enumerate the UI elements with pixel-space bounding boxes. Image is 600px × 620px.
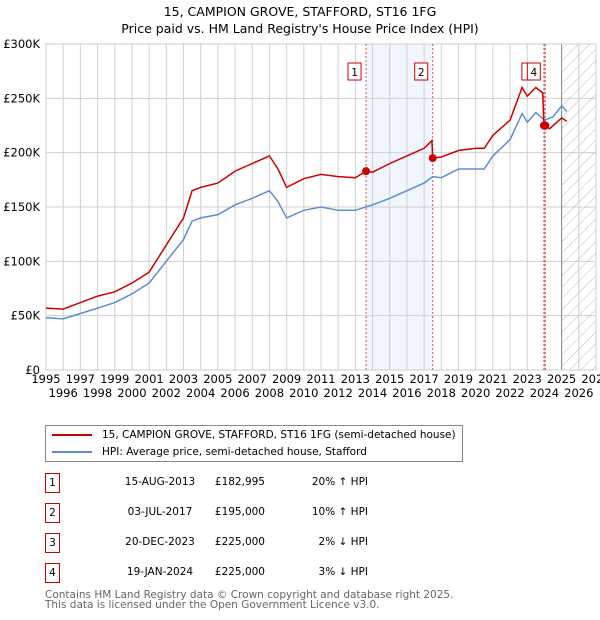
x-tick-label: 2000 xyxy=(117,386,146,400)
sale-date: 19-JAN-2024 xyxy=(126,566,194,578)
legend-item-property: 15, CAMPION GROVE, STAFFORD, ST16 1FG (s… xyxy=(52,427,456,443)
x-tick-label: 1999 xyxy=(100,372,129,386)
plot-area: 1995199619971998199920002001200220032004… xyxy=(3,37,600,400)
sale-row: 3 20-DEC-2023 £225,000 2% ↓ HPI xyxy=(45,533,465,553)
sale-label-text: 1 xyxy=(351,67,358,79)
x-tick-label: 2021 xyxy=(478,372,507,386)
price-paid-line xyxy=(45,85,568,310)
legend-item-hpi: HPI: Average price, semi-detached house,… xyxy=(52,444,367,460)
footer-line-2: This data is licensed under the Open Gov… xyxy=(45,599,380,611)
x-tick-label: 2008 xyxy=(255,386,284,400)
x-tick-label: 2020 xyxy=(461,386,490,400)
sale-point xyxy=(428,154,437,163)
y-tick-label: £300K xyxy=(3,37,40,51)
x-tick-label: 1996 xyxy=(49,386,78,400)
x-tick-label: 2013 xyxy=(341,372,370,386)
sale-price: £195,000 xyxy=(214,506,265,518)
legend-swatch-blue xyxy=(52,451,92,453)
sale-date: 20-DEC-2023 xyxy=(125,536,195,548)
x-tick-label: 2023 xyxy=(513,372,542,386)
y-tick-label: £200K xyxy=(3,146,40,160)
x-tick-label: 2012 xyxy=(324,386,353,400)
sale-number-box: 1 xyxy=(45,473,60,493)
sale-point xyxy=(541,121,550,130)
sale-point xyxy=(362,167,371,176)
sale-number-box: 2 xyxy=(45,503,60,523)
sale-price: £225,000 xyxy=(214,566,265,578)
x-tick-label: 2001 xyxy=(134,372,163,386)
x-tick-label: 2005 xyxy=(203,372,232,386)
sale-hpi-diff: 20% ↑ HPI xyxy=(311,476,368,488)
sale-date: 15-AUG-2013 xyxy=(124,476,196,488)
x-tick-label: 2018 xyxy=(427,386,456,400)
y-tick-label: £150K xyxy=(3,200,40,214)
legend-label-hpi: HPI: Average price, semi-detached house,… xyxy=(102,446,367,458)
x-tick-label: 2002 xyxy=(152,386,181,400)
sale-hpi-diff: 2% ↓ HPI xyxy=(318,536,368,548)
chart-subtitle: Price paid vs. HM Land Registry's House … xyxy=(121,21,479,36)
y-tick-label: £50K xyxy=(11,309,41,323)
x-tick-label: 2015 xyxy=(375,372,404,386)
sale-number-box: 3 xyxy=(45,533,60,553)
sale-hpi-diff: 10% ↑ HPI xyxy=(311,506,368,518)
sale-row: 1 15-AUG-2013 £182,995 20% ↑ HPI xyxy=(45,473,465,493)
sale-label-box xyxy=(347,62,362,81)
sale-price: £225,000 xyxy=(214,536,265,548)
chart-title: 15, CAMPION GROVE, STAFFORD, ST16 1FG xyxy=(163,4,437,19)
sale-price: £182,995 xyxy=(214,476,265,488)
sale-label-text: 2 xyxy=(418,67,425,79)
sale-date: 03-JUL-2017 xyxy=(127,506,193,518)
x-tick-label: 2003 xyxy=(169,372,198,386)
x-tick-label: 2007 xyxy=(238,372,267,386)
x-tick-label: 2024 xyxy=(530,386,559,400)
x-tick-label: 2019 xyxy=(444,372,473,386)
x-tick-label: 2011 xyxy=(306,372,335,386)
sale-row: 2 03-JUL-2017 £195,000 10% ↑ HPI xyxy=(45,503,465,523)
x-tick-label: 2025 xyxy=(547,372,576,386)
x-tick-label: 1995 xyxy=(31,372,60,386)
x-tick-label: 2022 xyxy=(495,386,524,400)
x-tick-label: 2016 xyxy=(392,386,421,400)
x-tick-label: 1998 xyxy=(83,386,112,400)
footer: Contains HM Land Registry data © Crown c… xyxy=(45,589,454,611)
sale-hpi-diff: 3% ↓ HPI xyxy=(318,566,368,578)
legend-swatch-red xyxy=(52,434,92,436)
legend: 15, CAMPION GROVE, STAFFORD, ST16 1FG (s… xyxy=(45,425,463,462)
forecast-hatch xyxy=(561,44,596,370)
x-tick-label: 2027 xyxy=(581,372,600,386)
x-tick-label: 2006 xyxy=(220,386,249,400)
x-tick-label: 1997 xyxy=(66,372,95,386)
y-tick-label: £100K xyxy=(3,254,40,268)
hpi-line xyxy=(45,104,568,320)
sale-row: 4 19-JAN-2024 £225,000 3% ↓ HPI xyxy=(45,563,465,583)
y-tick-label: £0 xyxy=(25,363,40,377)
sale-label-box xyxy=(414,62,429,81)
x-tick-label: 2004 xyxy=(186,386,215,400)
sale-label-box xyxy=(526,62,541,81)
footer-line-1: Contains HM Land Registry data © Crown c… xyxy=(45,589,454,601)
plot-frame xyxy=(45,43,597,371)
legend-label-property: 15, CAMPION GROVE, STAFFORD, ST16 1FG (s… xyxy=(102,429,456,441)
x-tick-label: 2009 xyxy=(272,372,301,386)
sale-number-box: 4 xyxy=(45,563,60,583)
sale-label-text: 4 xyxy=(530,67,537,79)
x-tick-label: 2017 xyxy=(409,372,438,386)
x-tick-label: 2010 xyxy=(289,386,318,400)
x-tick-label: 2026 xyxy=(564,386,593,400)
y-tick-label: £250K xyxy=(3,91,40,105)
x-tick-label: 2014 xyxy=(358,386,387,400)
